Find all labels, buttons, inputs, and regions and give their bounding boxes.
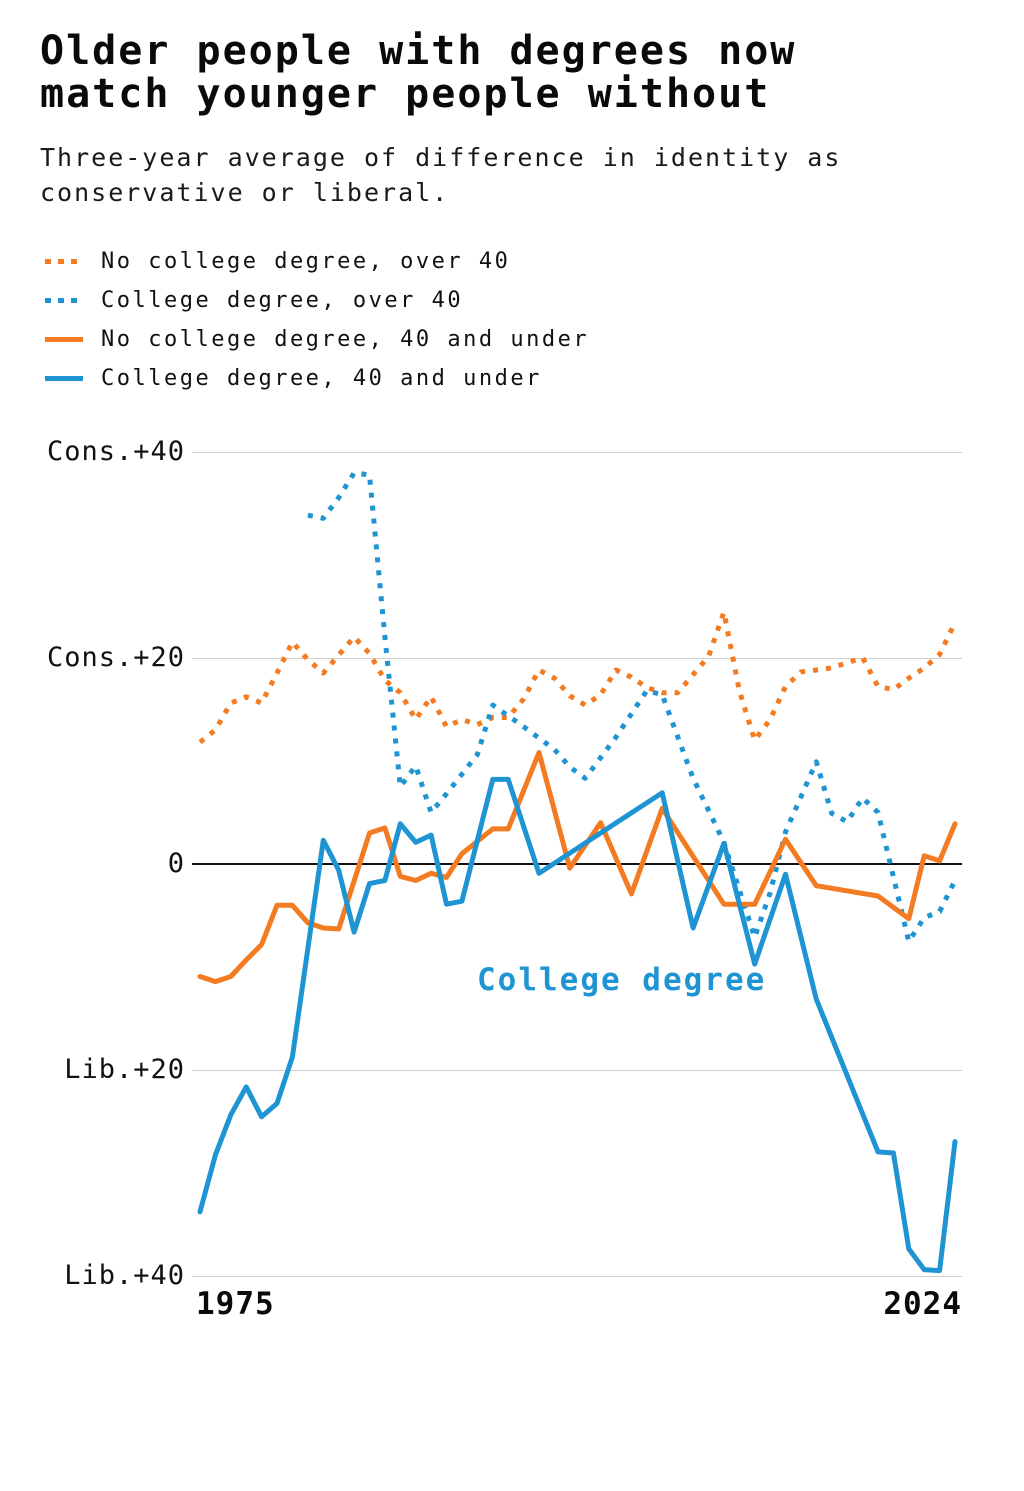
page-title-line2: match younger people without [40,71,771,117]
zero-baseline [192,863,962,865]
y-axis-tick-lib-20: Lib.+20 [64,1054,185,1085]
legend-label: College degree, over 40 [101,288,464,313]
gridline-cons-20 [192,658,962,659]
legend-label: No college degree, 40 and under [101,327,590,352]
legend-item-college-40-and-under: College degree, 40 and under [45,359,589,398]
legend: No college degree, over 40 College degre… [45,242,589,398]
legend-label: College degree, 40 and under [101,366,542,391]
legend-item-college-over-40: College degree, over 40 [45,281,589,320]
legend-item-no-college-over-40: No college degree, over 40 [45,242,589,281]
series-line-college-over-40 [307,470,958,944]
annotation-college-degree: College degree [477,962,767,998]
series-line-college-40-and-under [197,776,958,1274]
solid-orange-line-swatch-icon [45,337,83,342]
chart-subtitle-line1: Three-year average of difference in iden… [40,143,842,172]
legend-label: No college degree, over 40 [101,249,511,274]
legend-item-no-college-40-and-under: No college degree, 40 and under [45,320,589,359]
gridline-lib-40 [192,1276,962,1277]
series-line-no-college-over-40 [198,609,958,745]
gridline-lib-20 [192,1070,962,1071]
chart-subtitle-line2: conservative or liberal. [40,178,450,207]
x-axis-label-2024: 2024 [883,1286,962,1322]
x-axis-label-1975: 1975 [196,1286,275,1322]
y-axis-tick-cons-20: Cons.+20 [46,642,185,673]
dotted-orange-line-swatch-icon [45,259,83,264]
solid-blue-line-swatch-icon [45,376,83,381]
dotted-blue-line-swatch-icon [45,298,83,303]
y-axis-tick-lib-40: Lib.+40 [64,1260,185,1291]
gridline-cons-40 [192,452,962,453]
page-title: Older people with degrees now match youn… [40,30,796,116]
y-axis-tick-cons-40: Cons.+40 [46,436,185,467]
y-axis-tick-zero: 0 [167,848,185,879]
series-line-no-college-40-and-under [197,750,958,985]
page-title-line1: Older people with degrees now [40,28,797,74]
chart-subtitle: Three-year average of difference in iden… [40,140,841,210]
